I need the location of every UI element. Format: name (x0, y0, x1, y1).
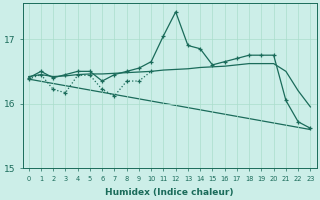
X-axis label: Humidex (Indice chaleur): Humidex (Indice chaleur) (105, 188, 234, 197)
